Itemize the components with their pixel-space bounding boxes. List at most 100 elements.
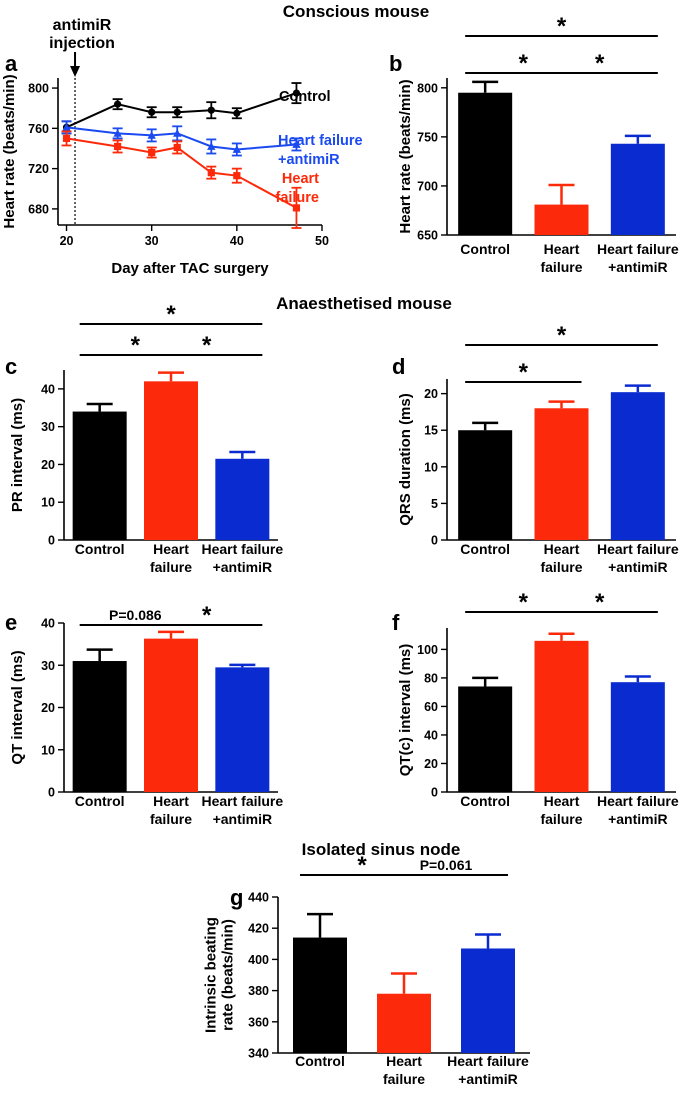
panel-letter: a [5,51,18,76]
x-tick-label: 20 [60,234,74,248]
data-point [292,204,301,212]
series-line [66,137,297,209]
significance-label: * [202,332,212,359]
category-label: failure [540,811,582,827]
data-point [173,108,181,116]
panel-letter: f [392,610,400,635]
y-tick-label: 0 [431,786,438,800]
significance-label: * [595,589,605,616]
category-label: Heart failure [597,793,679,809]
y-axis-label: PR interval (ms) [9,398,26,512]
category-label: Heart [544,793,580,809]
data-point [113,129,122,137]
x-tick-label: 40 [230,234,244,248]
category-label: failure [150,559,192,575]
y-tick-label: 80 [424,671,438,685]
y-axis-label: Heart rate (beats/min) [1,74,18,228]
x-tick-label: 50 [315,234,329,248]
category-label: +antimiR [608,559,668,575]
y-tick-label: 20 [424,387,438,401]
significance-label: * [202,602,212,629]
y-tick-label: 800 [417,81,438,95]
y-tick-label: 20 [41,701,55,715]
y-tick-label: 15 [424,424,438,438]
data-point [292,140,301,148]
significance-label: * [557,322,567,349]
category-label: Heart failure [597,241,679,257]
bar-0 [458,92,513,235]
category-label: Heart failure [201,541,283,557]
significance-label: * [519,359,529,386]
injection-annotation-line1: antimiR [53,17,112,34]
category-label: Control [460,793,510,809]
y-tick-label: 40 [41,382,55,396]
category-label: Control [75,541,125,557]
data-point [292,89,301,97]
y-tick-label: 10 [424,460,438,474]
data-point [173,143,181,152]
y-tick-label: 30 [41,659,55,673]
category-label: Control [460,241,510,257]
y-tick-label: 380 [248,984,269,998]
y-tick-label: 10 [41,496,55,510]
y-tick-label: 700 [417,179,438,193]
category-label: Heart failure [447,1053,529,1069]
series-label: +antimiR [278,152,340,168]
y-tick-label: 0 [48,534,55,548]
panel-letter: c [5,354,17,379]
category-label: Control [295,1053,345,1069]
panel-letter: e [5,610,17,635]
bar-1 [144,381,198,540]
significance-label: * [595,50,605,77]
y-axis-label: QT(c) interval (ms) [397,644,414,777]
bar-0 [458,686,513,792]
panel-letter: d [392,354,405,379]
category-label: Heart [544,241,580,257]
panel-g-intrinsic-beating-rate: g 340 360 380 400 420 440 Intrinsic beating rate… [203,852,530,1087]
bar-2 [461,948,515,1053]
data-point [147,131,156,139]
panel-letter: b [389,51,402,76]
data-point [207,169,215,177]
y-tick-label: 10 [41,743,55,757]
y-tick-label: 0 [431,534,438,548]
data-point [232,145,242,153]
category-label: Control [75,793,125,809]
injection-arrow-head [70,66,81,77]
data-point [173,129,182,137]
bar-0 [293,937,347,1053]
y-axis-label: QT interval (ms) [9,650,26,764]
bar-2 [610,143,665,235]
y-tick-label: 760 [28,122,49,136]
significance-label: * [131,332,141,359]
data-point [62,134,71,143]
data-point [114,100,122,108]
series-label: Heart failure [278,133,363,149]
y-axis-label: Heart rate (beats/min) [397,79,414,233]
y-tick-label: 420 [248,922,269,936]
bar-0 [72,661,127,792]
bar-0 [72,411,127,540]
bar-2 [215,667,270,792]
category-label: failure [540,259,582,275]
series-line [66,92,297,129]
bar-2 [610,392,665,540]
y-tick-label: 20 [41,458,55,472]
y-tick-label: 650 [417,229,438,243]
significance-label: * [519,50,529,77]
bar-2 [215,458,270,540]
y-tick-label: 30 [41,420,55,434]
category-label: Heart [153,541,189,557]
data-point [148,148,156,157]
injection-annotation-line2: injection [49,35,115,52]
bar-0 [458,430,513,540]
y-tick-label: 100 [417,643,438,657]
significance-label: * [166,301,176,328]
panel-letter: g [230,885,243,910]
bar-1 [534,408,589,540]
category-label: +antimiR [608,259,668,275]
y-tick-label: 0 [48,786,55,800]
significance-label: * [519,589,529,616]
y-tick-label: 5 [431,497,438,511]
